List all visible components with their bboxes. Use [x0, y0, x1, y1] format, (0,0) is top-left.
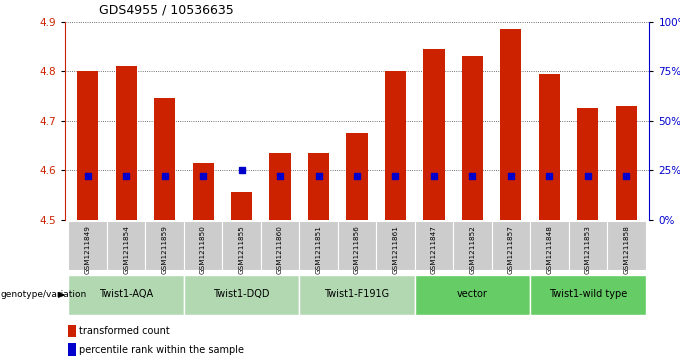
Bar [308, 153, 329, 220]
Bar [299, 221, 338, 270]
Bar [462, 56, 483, 220]
Bar [615, 106, 637, 220]
Text: GSM1211860: GSM1211860 [277, 225, 283, 274]
Bar [269, 153, 290, 220]
Bar [192, 163, 214, 220]
Bar [500, 29, 522, 220]
Bar [231, 192, 252, 220]
Bar [222, 221, 261, 270]
Bar [146, 221, 184, 270]
Bar [376, 221, 415, 270]
Text: Twist1-AQA: Twist1-AQA [99, 289, 153, 299]
Text: Twist1-F191G: Twist1-F191G [324, 289, 390, 299]
Bar [530, 274, 645, 315]
Bar [69, 221, 107, 270]
Bar [385, 71, 406, 220]
Bar [346, 133, 368, 220]
Bar [568, 221, 607, 270]
Text: Twist1-DQD: Twist1-DQD [214, 289, 270, 299]
Bar [154, 98, 175, 220]
Bar [424, 49, 445, 220]
Text: GSM1211847: GSM1211847 [431, 225, 437, 274]
Bar [577, 108, 598, 220]
Text: GSM1211849: GSM1211849 [85, 225, 90, 274]
Bar [607, 221, 645, 270]
Text: GSM1211853: GSM1211853 [585, 225, 591, 274]
Text: transformed count: transformed count [79, 326, 170, 336]
Text: Twist1-wild type: Twist1-wild type [549, 289, 627, 299]
Bar [261, 221, 299, 270]
Text: vector: vector [457, 289, 488, 299]
Text: GSM1211857: GSM1211857 [508, 225, 514, 274]
Bar [415, 221, 453, 270]
Bar [184, 274, 299, 315]
Bar [492, 221, 530, 270]
Text: GDS4955 / 10536635: GDS4955 / 10536635 [99, 3, 233, 16]
Bar [107, 221, 146, 270]
Bar [539, 74, 560, 220]
Text: GSM1211856: GSM1211856 [354, 225, 360, 274]
Text: GSM1211848: GSM1211848 [546, 225, 552, 274]
Bar [415, 274, 530, 315]
Bar [69, 274, 184, 315]
Text: GSM1211851: GSM1211851 [316, 225, 322, 274]
Text: GSM1211859: GSM1211859 [162, 225, 168, 274]
Bar [67, 325, 75, 338]
Bar [184, 221, 222, 270]
Text: GSM1211858: GSM1211858 [624, 225, 629, 274]
Bar [338, 221, 376, 270]
Text: GSM1211852: GSM1211852 [469, 225, 475, 274]
Text: GSM1211855: GSM1211855 [239, 225, 245, 274]
Bar [299, 274, 415, 315]
Bar [116, 66, 137, 220]
Bar [453, 221, 492, 270]
Text: GSM1211850: GSM1211850 [200, 225, 206, 274]
Bar [67, 343, 75, 356]
Text: genotype/variation: genotype/variation [1, 290, 87, 299]
Text: percentile rank within the sample: percentile rank within the sample [79, 345, 244, 355]
Text: GSM1211854: GSM1211854 [123, 225, 129, 274]
Bar [77, 71, 99, 220]
Bar [530, 221, 568, 270]
Text: GSM1211861: GSM1211861 [392, 225, 398, 274]
